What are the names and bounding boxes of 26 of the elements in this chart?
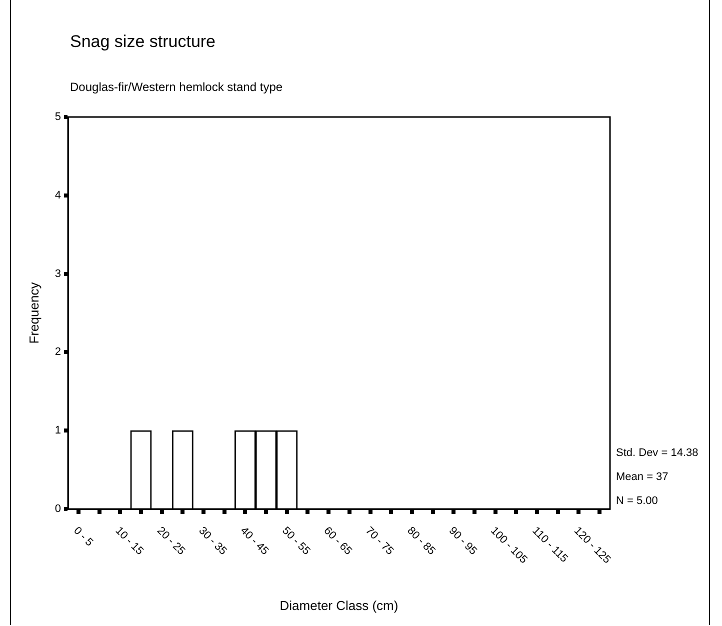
y-axis-title: Frequency <box>26 282 42 344</box>
x-tick-label: 20 - 25 <box>154 524 188 558</box>
chart-subtitle: Douglas-fir/Western hemlock stand type <box>70 80 283 94</box>
y-tick-label: 0 <box>54 503 61 516</box>
y-tick-label: 5 <box>54 111 61 124</box>
y-tick-label: 1 <box>54 424 61 437</box>
text: N = 5.00 <box>616 494 659 509</box>
y-tick-label: 3 <box>54 268 61 280</box>
text: Std. Dev = 14.38 <box>616 446 698 461</box>
text: Mean = 37 <box>616 470 670 485</box>
x-axis-title: Diameter Class (cm) <box>280 598 398 613</box>
x-tick-label: 80 - 85 <box>404 524 438 558</box>
chart-title: Snag size structure <box>70 32 216 52</box>
x-tick-label: 70 - 75 <box>363 524 396 558</box>
x-tick-label: 50 - 55 <box>280 524 312 558</box>
x-tick-label: 60 - 65 <box>321 524 354 558</box>
x-tick-label: 40 - 45 <box>238 524 271 558</box>
x-tick-label: 110 - 115 <box>530 524 570 565</box>
x-tick-label: 90 - 95 <box>446 524 480 558</box>
y-tick-label: 4 <box>54 189 61 202</box>
x-tick-label: 30 - 35 <box>196 524 229 558</box>
x-tick-label: 100 - 105 <box>488 524 530 566</box>
x-tick-label: 0 - 5 <box>71 524 96 549</box>
y-tick-label: 2 <box>54 346 61 358</box>
x-tick-label: 120 - 125 <box>571 524 613 566</box>
x-tick-label: 10 - 15 <box>112 524 146 558</box>
